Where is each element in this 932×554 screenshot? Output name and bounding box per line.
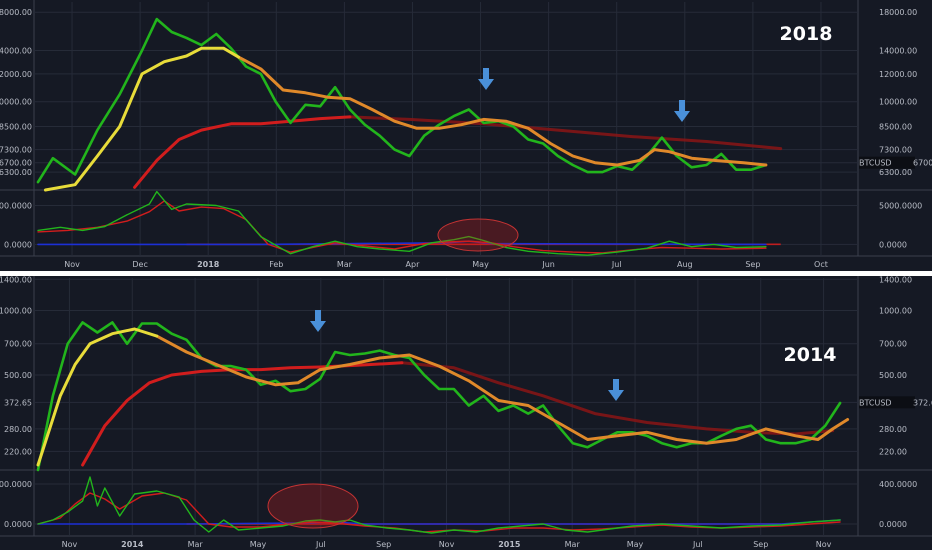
series-line-green (37, 190, 767, 256)
y-tick-label-left: 12000.00 (0, 70, 32, 79)
x-tick-label: Jul (692, 540, 703, 549)
y-tick-label-right: 0.0000 (879, 240, 907, 249)
y-tick-label-left: 0.0000 (4, 240, 32, 249)
y-tick-label-right: 14000.00 (879, 46, 917, 55)
down-arrow-shape (674, 100, 690, 122)
x-tick-label: May (472, 260, 489, 269)
y-tick-label-right: 5000.0000 (879, 202, 922, 211)
x-tick-label: May (627, 540, 644, 549)
y-tick-label-left: 500.00 (4, 371, 32, 380)
panel-separator (0, 271, 932, 276)
y-tick-label-left: 280.00 (4, 425, 32, 434)
series-line-blue (37, 519, 841, 525)
highlight-ellipse (267, 483, 359, 529)
y-tick-label-left: 5000.0000 (0, 202, 32, 211)
down-arrow-shape (478, 68, 494, 90)
series-line-yellow (43, 46, 240, 192)
last-price-label: 6700.00 (913, 159, 932, 168)
y-tick-label-right: 220.00 (879, 447, 907, 456)
last-price-label: 372.65 (913, 398, 932, 407)
series-line-red (133, 115, 352, 189)
last-price-tag (859, 156, 915, 169)
series-line-green (37, 476, 841, 534)
y-tick-label-right: 8500.00 (879, 122, 912, 131)
y-tick-label-right: 0.0000 (879, 520, 907, 529)
x-tick-label: Jul (611, 260, 622, 269)
year-label-2014: 2014 (784, 344, 837, 366)
y-tick-label-left: 14000.00 (0, 46, 32, 55)
y-tick-label-right: 400.0000 (879, 480, 917, 489)
y-tick-label-right: 700.00 (879, 340, 907, 349)
x-tick-label: 2014 (121, 540, 144, 549)
highlight-ellipse (437, 218, 519, 252)
x-tick-label: Mar (188, 540, 204, 549)
series-line-yellow (36, 327, 159, 467)
down-arrow-icon (674, 100, 690, 122)
x-tick-label: Mar (337, 260, 353, 269)
y-tick-label-left: 400.0000 (0, 480, 32, 489)
x-tick-label: Aug (677, 260, 693, 269)
y-tick-label-left: 372.65 (4, 398, 32, 407)
symbol-label: BTCUSD (859, 398, 892, 407)
y-tick-label-right: 7300.00 (879, 146, 912, 155)
y-tick-label-left: 700.00 (4, 340, 32, 349)
y-tick-label-left: 8500.00 (0, 122, 32, 131)
y-tick-label-right: 280.00 (879, 425, 907, 434)
x-tick-label: Nov (64, 260, 80, 269)
series-line-red (37, 200, 767, 254)
x-tick-label: 2018 (197, 260, 220, 269)
y-tick-label-right: 6300.00 (879, 168, 912, 177)
x-tick-label: Nov (816, 540, 832, 549)
y-tick-label-left: 6300.00 (0, 168, 32, 177)
x-tick-label: Jun (541, 260, 555, 269)
y-tick-label-left: 18000.00 (0, 8, 32, 17)
x-tick-label: Nov (439, 540, 455, 549)
y-tick-label-left: 10000.00 (0, 98, 32, 107)
down-arrow-icon (478, 68, 494, 90)
series-line-blue (37, 240, 767, 246)
down-arrow-shape (310, 310, 326, 332)
y-tick-label-right: 12000.00 (879, 70, 917, 79)
x-tick-label: Nov (62, 540, 78, 549)
series-line-orange (237, 55, 768, 167)
x-tick-label: Sep (745, 260, 760, 269)
x-tick-label: Feb (269, 260, 283, 269)
y-tick-label-right: 1000.00 (879, 307, 912, 316)
y-tick-label-right: 1400.00 (879, 275, 912, 284)
y-tick-label-right: 10000.00 (879, 98, 917, 107)
x-tick-label: Dec (132, 260, 147, 269)
x-tick-label: May (250, 540, 267, 549)
last-price-tag (859, 396, 915, 409)
series-line-orange (155, 334, 850, 445)
y-tick-label-left: 220.00 (4, 447, 32, 456)
x-tick-label: Sep (753, 540, 768, 549)
x-tick-label: Mar (565, 540, 581, 549)
y-tick-label-right: 18000.00 (879, 8, 917, 17)
x-tick-label: 2015 (498, 540, 521, 549)
y-tick-label-left: 7300.00 (0, 146, 32, 155)
symbol-label: BTCUSD (859, 159, 892, 168)
down-arrow-icon (310, 310, 326, 332)
series-line-dark_red (400, 361, 835, 436)
y-tick-label-left: 1000.00 (0, 307, 32, 316)
y-tick-label-left: 1400.00 (0, 275, 32, 284)
series-line-dark_red (348, 115, 783, 151)
x-tick-label: Jul (315, 540, 326, 549)
x-tick-label: Sep (376, 540, 391, 549)
down-arrow-shape (608, 379, 624, 401)
y-tick-label-left: 6700.00 (0, 159, 32, 168)
y-tick-label-left: 0.0000 (4, 520, 32, 529)
x-tick-label: Apr (406, 260, 421, 269)
x-tick-label: Oct (814, 260, 828, 269)
year-label-2018: 2018 (780, 23, 833, 45)
y-tick-label-right: 500.00 (879, 371, 907, 380)
down-arrow-icon (608, 379, 624, 401)
